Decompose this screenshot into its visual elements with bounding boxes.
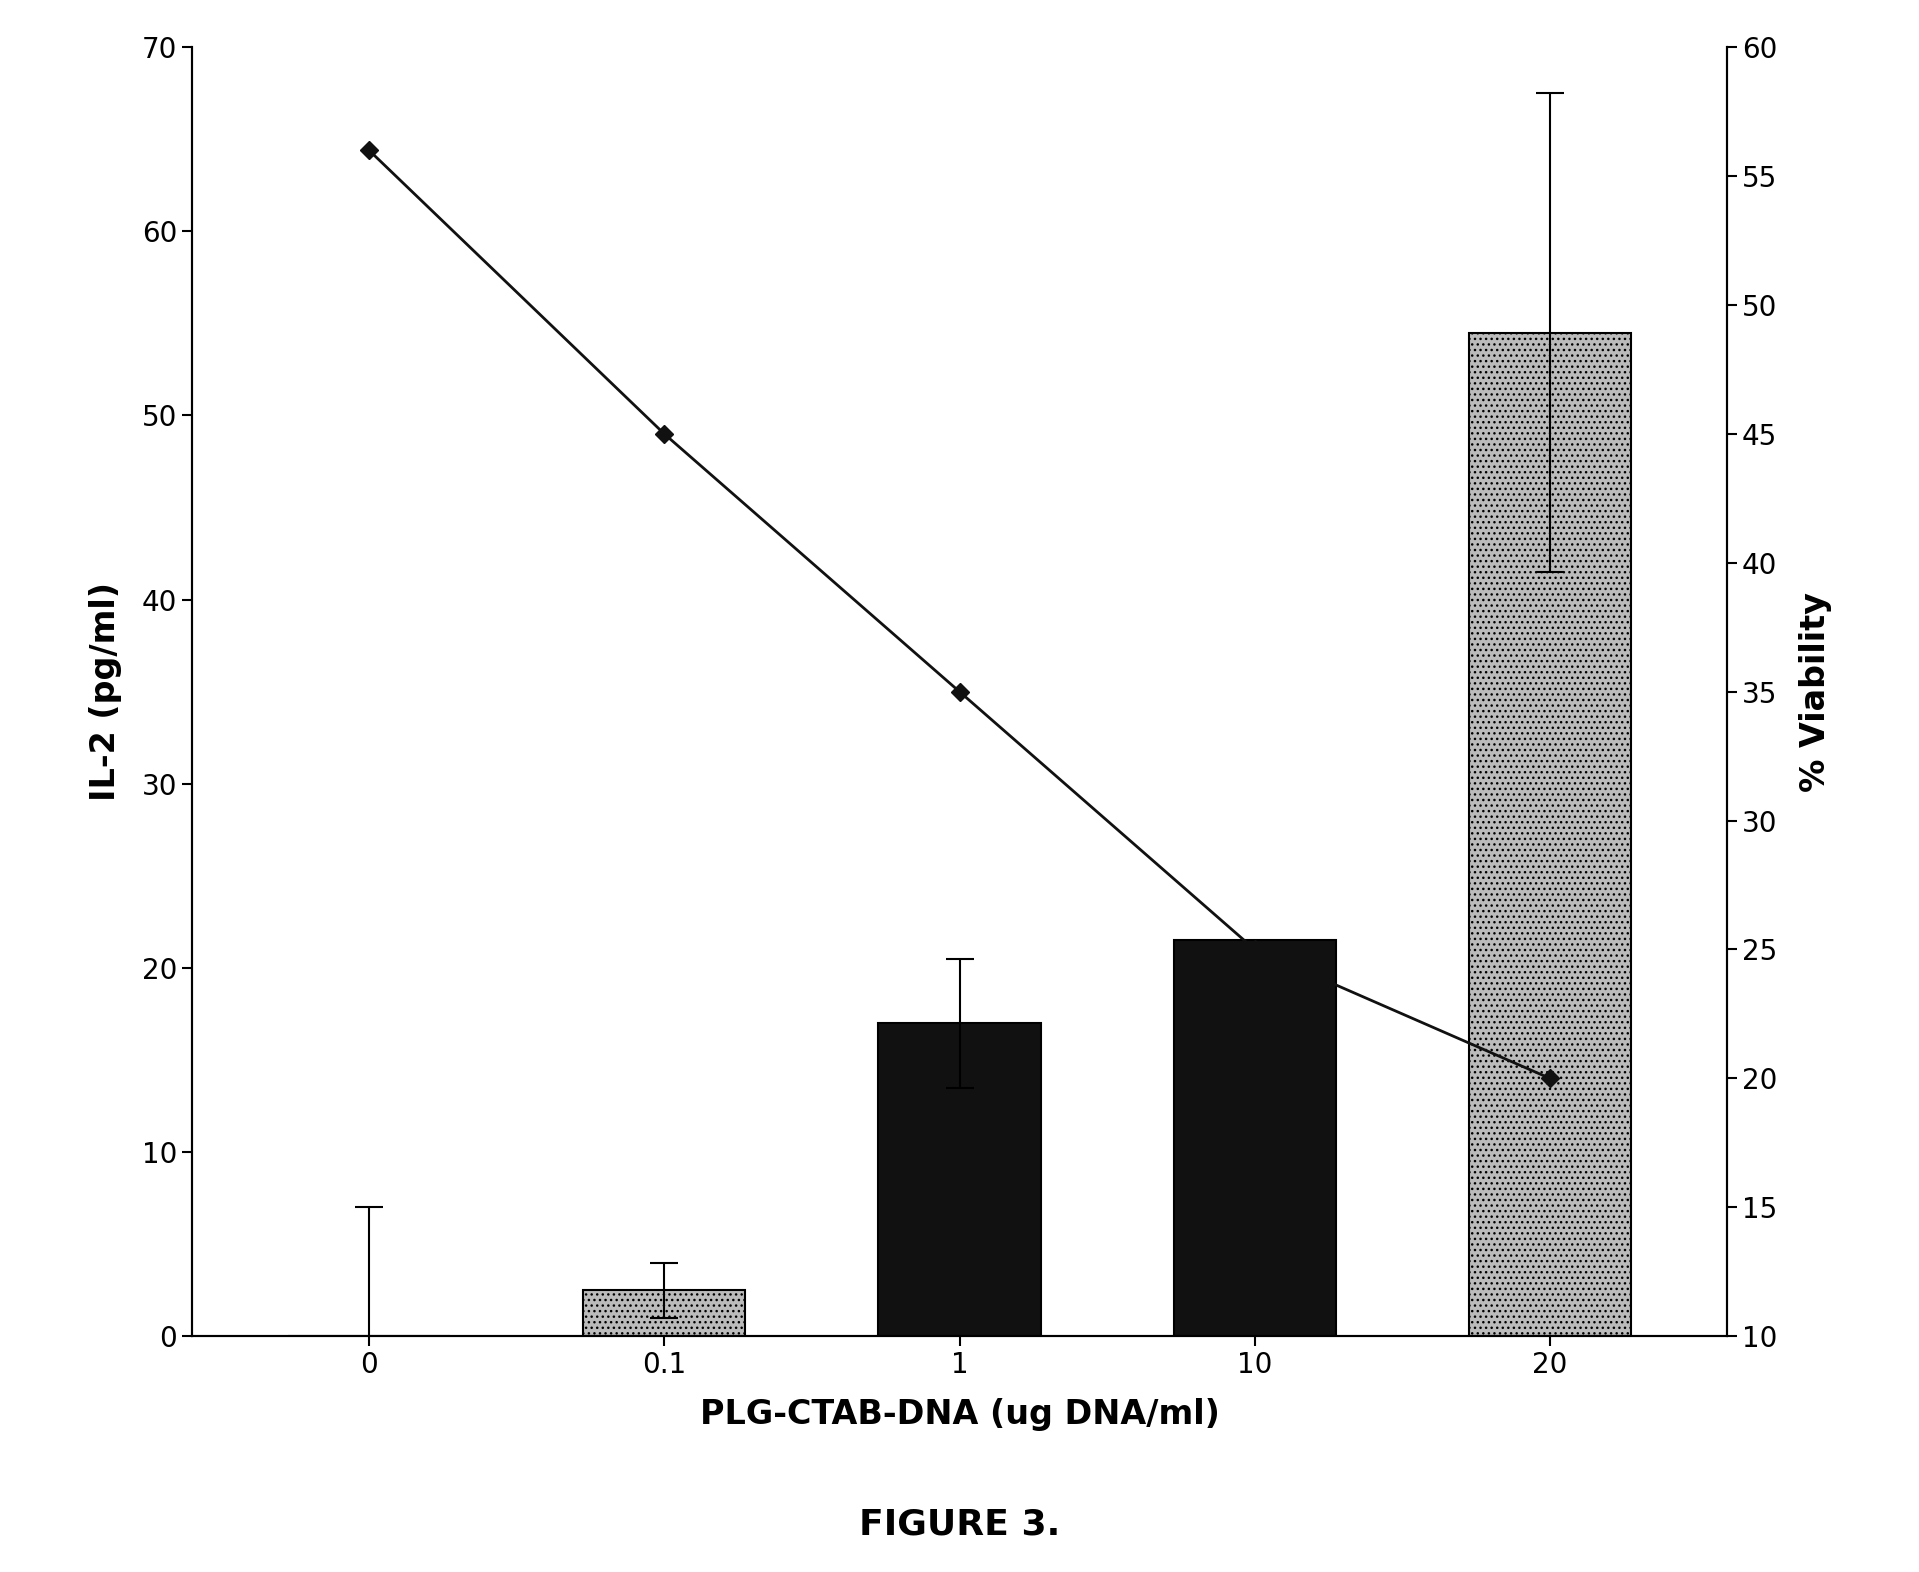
Bar [583, 1291, 745, 1336]
Bar [1174, 940, 1336, 1336]
X-axis label: PLG-CTAB-DNA (ug DNA/ml): PLG-CTAB-DNA (ug DNA/ml) [700, 1398, 1219, 1431]
Text: FIGURE 3.: FIGURE 3. [860, 1508, 1059, 1542]
Bar [879, 1023, 1040, 1336]
Y-axis label: IL-2 (pg/ml): IL-2 (pg/ml) [90, 582, 123, 802]
Y-axis label: % Viability: % Viability [1800, 591, 1833, 792]
Bar [1468, 333, 1631, 1336]
